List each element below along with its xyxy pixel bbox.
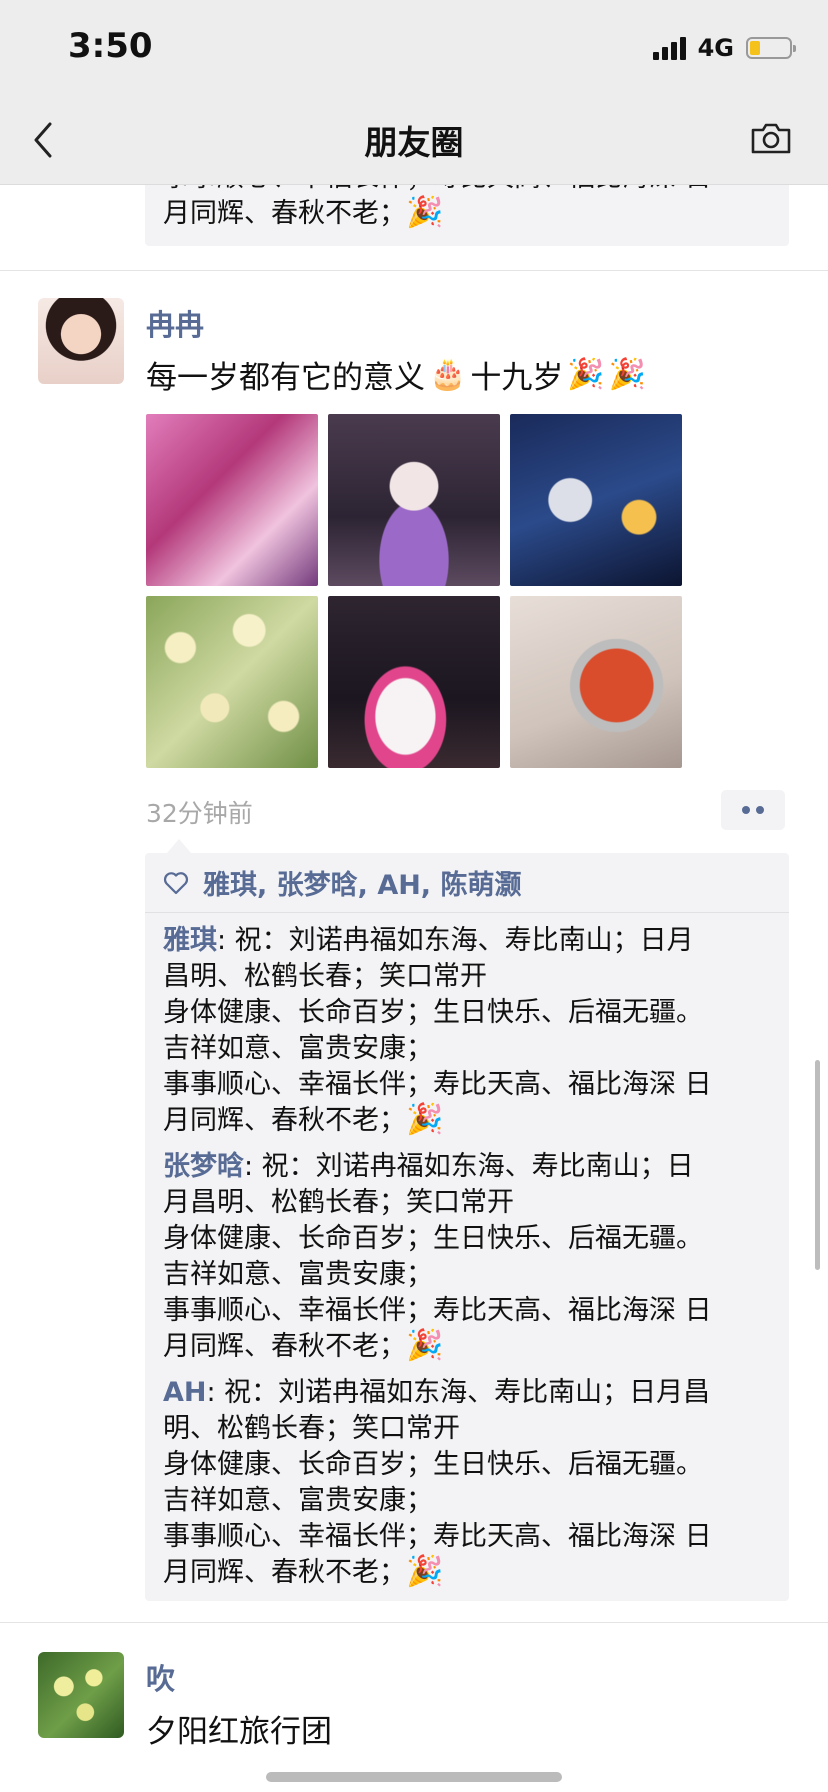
comment-author[interactable]: 雅琪 bbox=[163, 925, 217, 956]
more-actions-button[interactable] bbox=[721, 790, 785, 830]
avatar[interactable] bbox=[38, 1652, 124, 1738]
avatar[interactable] bbox=[38, 298, 124, 384]
comments-list: 雅琪: 祝：刘诺冉福如东海、寿比南山；日月 昌明、松鹤长春；笑口常开 身体健康、… bbox=[145, 913, 789, 1601]
post-divider bbox=[0, 1622, 828, 1623]
dot-icon bbox=[756, 806, 764, 814]
comment-line-text: 月同辉、春秋不老； bbox=[163, 1331, 406, 1362]
comment-line: 吉祥如意、富贵安康； bbox=[163, 1485, 433, 1516]
chevron-left-icon[interactable] bbox=[28, 118, 60, 162]
birthday-cake-icon: 🎂 bbox=[429, 356, 467, 392]
comment-line-text: 月同辉、春秋不老； bbox=[163, 1557, 406, 1588]
comment-author[interactable]: AH bbox=[163, 1377, 207, 1408]
comment-author[interactable]: 张梦晗 bbox=[163, 1151, 244, 1182]
comment[interactable]: 雅琪: 祝：刘诺冉福如东海、寿比南山；日月 昌明、松鹤长春；笑口常开 身体健康、… bbox=[163, 923, 771, 1139]
photo-thumbnail[interactable] bbox=[328, 414, 500, 586]
comment-line: 雅琪: 祝：刘诺冉福如东海、寿比南山；日月 bbox=[163, 923, 771, 959]
comment-line: 月同辉、春秋不老；🎉 bbox=[163, 1103, 771, 1139]
party-popper-icon: 🎉 bbox=[608, 356, 647, 392]
photo-thumbnail[interactable] bbox=[146, 596, 318, 768]
interaction-box: 雅琪, 张梦晗, AH, 陈萌灏 雅琪: 祝：刘诺冉福如东海、寿比南山；日月 昌… bbox=[145, 839, 789, 1601]
comment-line: 张梦晗: 祝：刘诺冉福如东海、寿比南山；日 bbox=[163, 1149, 771, 1185]
likes-names[interactable]: 雅琪, 张梦晗, AH, 陈萌灏 bbox=[203, 870, 522, 901]
page-title: 朋友圈 bbox=[364, 123, 464, 162]
comment[interactable]: 张梦晗: 祝：刘诺冉福如东海、寿比南山；日 月昌明、松鹤长春；笑口常开 身体健康… bbox=[163, 1149, 771, 1365]
comment-line-text: : 祝：刘诺冉福如东海、寿比南山；日月昌 bbox=[206, 1377, 711, 1408]
photo-thumbnail[interactable] bbox=[510, 414, 682, 586]
comment[interactable]: AH: 祝：刘诺冉福如东海、寿比南山；日月昌 明、松鹤长春；笑口常开 身体健康、… bbox=[163, 1375, 771, 1591]
comment-line: 昌明、松鹤长春；笑口常开 bbox=[163, 961, 487, 992]
status-time: 3:50 bbox=[68, 26, 153, 66]
post-divider bbox=[0, 270, 828, 271]
comment-line: 月同辉、春秋不老；🎉 bbox=[163, 1329, 771, 1365]
comment-line: 吉祥如意、富贵安康； bbox=[163, 1033, 433, 1064]
comment-line-text: : 祝：刘诺冉福如东海、寿比南山；日月 bbox=[217, 925, 694, 956]
post-text-age: 十九岁 bbox=[470, 360, 564, 396]
photo-thumbnail[interactable] bbox=[146, 414, 318, 586]
comment-line: 身体健康、长命百岁；生日快乐、后福无疆。 bbox=[163, 1223, 703, 1254]
comment-line: 事事顺心、幸福长伴；寿比天高、福比海深 日 bbox=[163, 1069, 712, 1100]
status-indicators: 4G bbox=[652, 34, 796, 62]
scrollbar[interactable] bbox=[815, 1060, 820, 1270]
camera-icon[interactable] bbox=[750, 120, 792, 156]
comment-line: 月同辉、春秋不老；🎉 bbox=[163, 196, 771, 232]
battery-level bbox=[750, 41, 760, 55]
heart-icon bbox=[163, 871, 189, 894]
comment-line: 明、松鹤长春；笑口常开 bbox=[163, 1413, 460, 1444]
network-label: 4G bbox=[697, 34, 734, 62]
comment-line: 身体健康、长命百岁；生日快乐、后福无疆。 bbox=[163, 1449, 703, 1480]
comment-line: 吉祥如意、富贵安康； bbox=[163, 1259, 433, 1290]
party-popper-icon: 🎉 bbox=[406, 1554, 444, 1589]
comment-line: 身体健康、长命百岁；生日快乐、后福无疆。 bbox=[163, 997, 703, 1028]
comment-line-text: : 祝：刘诺冉福如东海、寿比南山；日 bbox=[244, 1151, 694, 1182]
comment-line: 事事顺心、幸福长伴；寿比天高、福比海深 日 bbox=[163, 1295, 712, 1326]
comment-line: 事事顺心、幸福长伴；寿比天高、福比海深 日 bbox=[163, 1521, 712, 1552]
comment-line-text: 月同辉、春秋不老； bbox=[163, 1105, 406, 1136]
post-author[interactable]: 冉冉 bbox=[146, 308, 205, 342]
dot-icon bbox=[742, 806, 750, 814]
comment-line: 月昌明、松鹤长春；笑口常开 bbox=[163, 1187, 514, 1218]
party-popper-icon: 🎉 bbox=[567, 356, 605, 392]
battery-icon bbox=[746, 37, 796, 59]
post-text: 夕阳红旅行团 bbox=[146, 1714, 332, 1750]
post-timestamp: 32分钟前 bbox=[146, 799, 253, 828]
party-popper-icon: 🎉 bbox=[406, 1102, 444, 1137]
top-bar: 3:50 4G 朋友圈 bbox=[0, 0, 828, 185]
post-text-main: 每一岁都有它的意义 bbox=[146, 360, 425, 396]
signal-icon bbox=[652, 36, 686, 60]
party-popper-icon: 🎉 bbox=[406, 195, 444, 230]
photo-thumbnail[interactable] bbox=[510, 596, 682, 768]
party-popper-icon: 🎉 bbox=[406, 1328, 444, 1363]
photo-thumbnail[interactable] bbox=[328, 596, 500, 768]
comment-line: AH: 祝：刘诺冉福如东海、寿比南山；日月昌 bbox=[163, 1375, 771, 1411]
home-indicator[interactable] bbox=[266, 1772, 562, 1782]
post-author[interactable]: 吹 bbox=[146, 1662, 176, 1696]
likes-row: 雅琪, 张梦晗, AH, 陈萌灏 bbox=[145, 853, 789, 913]
photo-grid bbox=[146, 414, 682, 768]
comment-line-text: 月同辉、春秋不老； bbox=[163, 198, 406, 229]
comment-line: 月同辉、春秋不老；🎉 bbox=[163, 1555, 771, 1591]
post-text: 每一岁都有它的意义 🎂 十九岁 🎉 🎉 bbox=[146, 352, 646, 397]
